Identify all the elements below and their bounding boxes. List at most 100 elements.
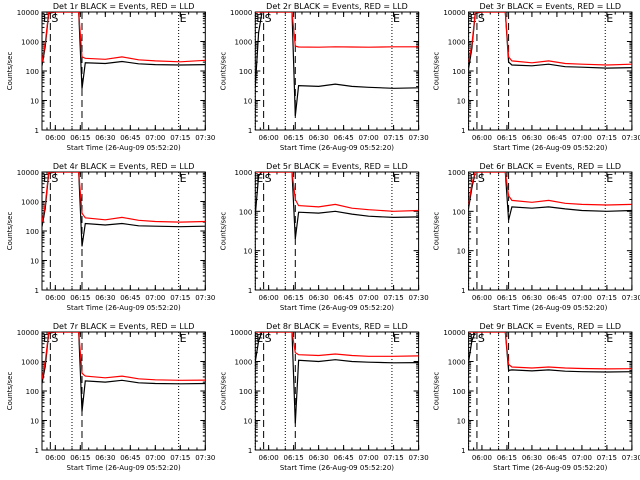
- x-tick-label: 06:45: [120, 454, 140, 462]
- y-axis-label: Counts/sec: [433, 372, 441, 411]
- x-axis-label: Start Time (26-Aug-09 05:52:20): [67, 464, 181, 472]
- event-marker-label: E: [393, 172, 400, 185]
- x-tick-label: 06:30: [522, 454, 542, 462]
- x-axis-label: Start Time (26-Aug-09 05:52:20): [280, 304, 394, 312]
- plot-frame: [254, 171, 420, 291]
- x-tick-label: 06:45: [334, 134, 354, 142]
- y-tick-label: 10000: [17, 329, 39, 337]
- plot-frame: [254, 11, 420, 131]
- event-marker-label: S: [265, 12, 272, 25]
- x-tick-label: 07:30: [622, 294, 640, 302]
- plot-frame: [41, 11, 206, 131]
- x-tick-label: 07:30: [195, 294, 215, 302]
- x-tick-label: 06:00: [259, 294, 279, 302]
- y-tick-label: 1: [248, 447, 252, 455]
- x-tick-label: 07:15: [384, 294, 404, 302]
- series-group: [42, 172, 206, 247]
- y-tick-label: 1: [35, 127, 39, 135]
- chart-title: Det 7r BLACK = Events, RED = LLD: [53, 322, 195, 331]
- y-tick-label: 10: [30, 258, 39, 266]
- x-tick-label: 07:30: [409, 454, 429, 462]
- x-tick-label: 07:15: [384, 134, 404, 142]
- series-group: [42, 332, 206, 412]
- x-tick-label: 06:15: [497, 294, 517, 302]
- x-tick-label: 07:00: [145, 454, 165, 462]
- x-tick-label: 07:30: [409, 134, 429, 142]
- y-axis-label: Counts/sec: [6, 372, 14, 411]
- y-tick-label: 1000: [21, 359, 39, 367]
- y-axis-label: Counts/sec: [219, 372, 227, 411]
- x-tick-label: 07:00: [145, 294, 165, 302]
- x-tick-label: 07:15: [170, 134, 190, 142]
- x-tick-label: 07:00: [572, 134, 592, 142]
- y-tick-label: 100: [452, 68, 465, 76]
- x-tick-label: 06:30: [522, 134, 542, 142]
- series-line: [42, 12, 206, 63]
- y-tick-label: 10: [30, 418, 39, 426]
- x-tick-label: 06:45: [547, 294, 567, 302]
- event-marker-label: E: [470, 12, 477, 25]
- event-marker-label: E: [256, 12, 263, 25]
- chart-panel: Det 4r BLACK = Events, RED = LLD 1 10 100 10…: [6, 162, 215, 312]
- chart-title: Det 2r BLACK = Events, RED = LLD: [266, 2, 408, 11]
- x-axis-label: Start Time (26-Aug-09 05:52:20): [493, 464, 607, 472]
- y-tick-label: 10000: [230, 329, 252, 337]
- y-tick-label: 10: [457, 98, 466, 106]
- y-tick-label: 1000: [21, 199, 39, 207]
- plot-frame: [254, 331, 420, 451]
- x-tick-label: 06:30: [95, 294, 115, 302]
- x-tick-label: 06:15: [497, 454, 517, 462]
- x-axis-label: Start Time (26-Aug-09 05:52:20): [280, 144, 394, 152]
- x-tick-label: 07:00: [572, 454, 592, 462]
- x-axis-label: Start Time (26-Aug-09 05:52:20): [280, 464, 394, 472]
- y-axis-label: Counts/sec: [219, 52, 227, 91]
- series-line: [468, 12, 632, 66]
- y-tick-label: 100: [26, 388, 39, 396]
- x-tick-label: 06:00: [45, 294, 65, 302]
- x-axis-label: Start Time (26-Aug-09 05:52:20): [67, 304, 181, 312]
- y-tick-label: 1: [35, 287, 39, 295]
- x-tick-label: 06:15: [284, 294, 304, 302]
- series-line: [255, 12, 419, 48]
- series-group: [255, 332, 419, 424]
- chart-panel: Det 3r BLACK = Events, RED = LLD 1 10 100 10…: [433, 2, 640, 152]
- x-tick-label: 06:15: [284, 134, 304, 142]
- y-axis-label: Counts/sec: [6, 52, 14, 91]
- series-line: [255, 172, 419, 212]
- event-marker-label: E: [606, 332, 613, 345]
- plot-frame: [468, 171, 633, 291]
- chart-panel: Det 9r BLACK = Events, RED = LLD 1 10 100 10…: [433, 322, 640, 472]
- x-tick-label: 07:15: [170, 454, 190, 462]
- event-marker-label: S: [478, 12, 485, 25]
- y-tick-label: 1: [461, 447, 465, 455]
- y-tick-label: 10: [457, 418, 466, 426]
- y-axis-label: Counts/sec: [6, 212, 14, 251]
- y-tick-label: 10: [457, 248, 466, 256]
- y-tick-label: 100: [239, 388, 252, 396]
- chart-panel: Det 1r BLACK = Events, RED = LLD 1 10 100 10…: [6, 2, 215, 152]
- series-group: [42, 12, 206, 89]
- y-tick-label: 1: [248, 127, 252, 135]
- event-marker-label: E: [180, 12, 187, 25]
- x-tick-label: 06:45: [120, 294, 140, 302]
- event-marker-label: E: [43, 12, 50, 25]
- y-tick-label: 100: [26, 228, 39, 236]
- y-tick-label: 100: [239, 208, 252, 216]
- x-tick-label: 07:15: [597, 134, 617, 142]
- y-tick-label: 1000: [234, 39, 252, 47]
- x-tick-label: 07:15: [170, 294, 190, 302]
- series-group: [255, 172, 419, 239]
- y-tick-label: 1000: [448, 359, 466, 367]
- series-group: [468, 12, 632, 69]
- x-tick-label: 06:45: [334, 294, 354, 302]
- x-tick-label: 06:30: [522, 294, 542, 302]
- event-marker-label: E: [256, 172, 263, 185]
- x-tick-label: 07:00: [145, 134, 165, 142]
- x-tick-label: 06:00: [472, 134, 492, 142]
- chart-title: Det 9r BLACK = Events, RED = LLD: [479, 322, 621, 331]
- x-tick-label: 06:15: [70, 294, 90, 302]
- x-tick-label: 06:00: [472, 454, 492, 462]
- plot-frame: [468, 11, 633, 131]
- series-group: [468, 332, 632, 373]
